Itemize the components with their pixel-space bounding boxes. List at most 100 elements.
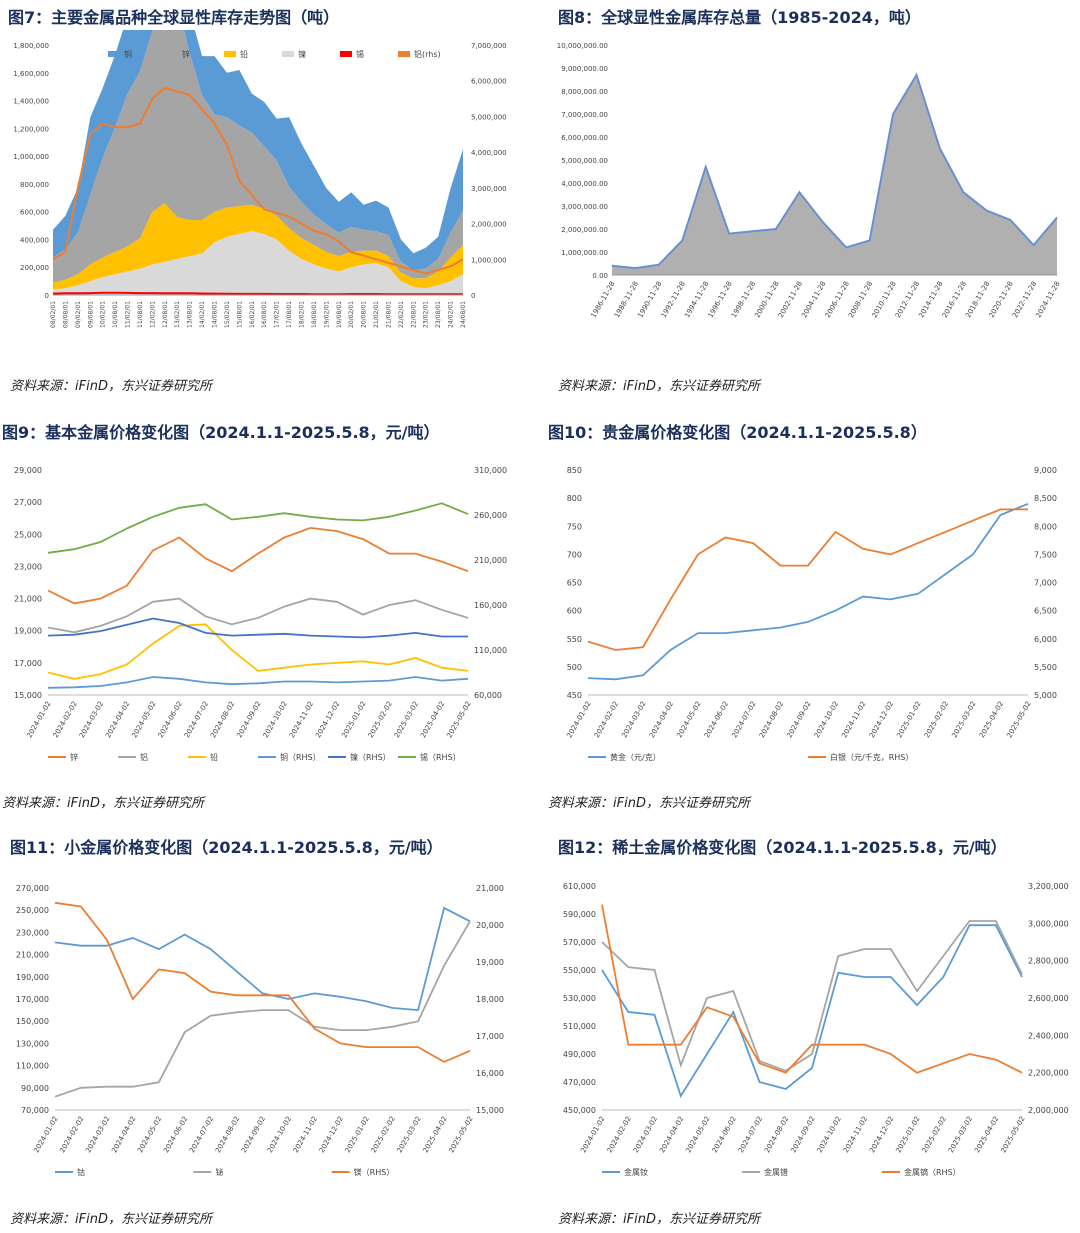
- x-tick-label: 2024-11-02: [842, 1115, 869, 1154]
- legend-label: 金属钕: [624, 1167, 648, 1177]
- x-tick-label: 2024-01-02: [579, 1115, 606, 1154]
- y-tick-label: 200,000: [20, 264, 49, 272]
- legend-label: 镍: [298, 49, 306, 59]
- chart-title-10: 图10：贵金属价格变化图（2024.1.1-2025.5.8）: [548, 423, 927, 442]
- x-tick-label: 12/02/01: [149, 301, 156, 328]
- x-tick-label: 2024-08-02: [763, 1115, 790, 1154]
- legend-label: 金属镨: [764, 1167, 788, 1177]
- y-tick-label: 70,000: [21, 1106, 49, 1115]
- legend-label: 镍（RHS）: [350, 752, 391, 762]
- x-tick-label: 2018-11-28: [964, 280, 991, 319]
- series-line: [601, 920, 1023, 1072]
- legend-label: 钴: [77, 1167, 85, 1177]
- area-锌: [53, 30, 463, 283]
- y2-tick-label: 1,000,000: [471, 256, 507, 264]
- series-line: [47, 623, 469, 680]
- y-tick-label: 25,000: [14, 530, 42, 539]
- x-tick-label: 1992-11-28: [660, 280, 687, 319]
- y2-tick-label: 210,000: [474, 556, 507, 565]
- y2-tick-label: 7,500: [1034, 550, 1057, 559]
- y2-tick-label: 21,000: [476, 884, 504, 893]
- x-tick-label: 16/02/01: [249, 301, 256, 328]
- x-tick-label: 2025-04-02: [422, 1115, 449, 1154]
- x-tick-label: 2024-08-02: [758, 700, 785, 739]
- y2-tick-label: 9,000: [1034, 466, 1057, 475]
- x-tick-label: 17/08/01: [286, 301, 293, 328]
- legend-label: 铅: [240, 49, 248, 59]
- y2-tick-label: 5,000,000: [471, 113, 507, 121]
- y2-tick-label: 2,600,000: [1028, 994, 1069, 1003]
- y-tick-label: 450,000: [563, 1106, 596, 1115]
- x-tick-label: 2024-04-02: [110, 1115, 137, 1154]
- x-tick-label: 2024-11-02: [292, 1115, 319, 1154]
- x-tick-label: 2002-11-28: [777, 280, 804, 319]
- series-line: [54, 920, 471, 1098]
- base-metal-price-chart: 15,000 17,000 19,000 21,000 23,000 25,000 27,0…: [14, 466, 507, 762]
- source-note-9: 资料来源：iFinD，东兴证券研究所: [2, 796, 204, 811]
- y-tick-label: 3,000,000.00: [561, 203, 608, 211]
- x-tick-label: 11/08/01: [137, 301, 144, 328]
- legend-label: 白银（元/千克，RHS）: [830, 752, 913, 762]
- y-tick-label: 1,200,000: [13, 125, 49, 133]
- y-tick-label: 850: [567, 466, 582, 475]
- x-tick-label: 2024-07-02: [730, 700, 757, 739]
- legend-label: 锌: [70, 752, 78, 762]
- x-tick-label: 20/02/01: [348, 301, 355, 328]
- x-tick-label: 2024-04-02: [648, 700, 675, 739]
- x-tick-label: 2022-11-28: [1011, 280, 1038, 319]
- legend-label: 镁（RHS）: [354, 1167, 395, 1177]
- y-tick-label: 5,000,000.00: [561, 157, 608, 165]
- x-tick-label: 23/02/01: [423, 301, 430, 328]
- x-tick-label: 2024-12-02: [314, 700, 341, 739]
- y-tick-label: 27,000: [14, 498, 42, 507]
- x-tick-label: 2025-01-02: [894, 1115, 921, 1154]
- source-note-10: 资料来源：iFinD，东兴证券研究所: [548, 796, 750, 811]
- x-tick-label: 2024-04-02: [658, 1115, 685, 1154]
- x-tick-label: 2014-11-28: [917, 280, 944, 319]
- x-tick-label: 23/08/01: [435, 301, 442, 328]
- y-tick-label: 750: [567, 522, 582, 531]
- x-tick-label: 2025-04-02: [973, 1115, 1000, 1154]
- y2-tick-label: 2,800,000: [1028, 957, 1069, 966]
- x-tick-label: 18/02/01: [298, 301, 305, 328]
- chart-title-7: 图7：主要金属品种全球显性库存走势图（吨）: [8, 8, 340, 27]
- x-tick-label: 2024-09-02: [785, 700, 812, 739]
- legend-swatch: [108, 51, 120, 57]
- x-tick-label: 2000-11-28: [753, 280, 780, 319]
- y2-tick-label: 110,000: [474, 646, 507, 655]
- legend-label: 铝(rhs): [414, 49, 441, 59]
- series-line: [601, 904, 1023, 1074]
- x-tick-label: 2025-02-02: [370, 1115, 397, 1154]
- y-tick-label: 210,000: [16, 951, 49, 960]
- y-tick-label: 4,000,000.00: [561, 180, 608, 188]
- y2-tick-label: 2,000,000: [471, 221, 507, 229]
- y-tick-label: 530,000: [563, 994, 596, 1003]
- series-line: [47, 597, 469, 634]
- y2-tick-label: 17,000: [476, 1032, 504, 1041]
- x-tick-label: 17/02/01: [274, 301, 281, 328]
- y-tick-label: 0.00: [592, 272, 608, 280]
- y2-tick-label: 3,000,000: [471, 185, 507, 193]
- y2-tick-label: 5,500: [1034, 663, 1057, 672]
- y2-tick-label: 6,000,000: [471, 78, 507, 86]
- source-note-12: 资料来源：iFinD，东兴证券研究所: [558, 1212, 760, 1227]
- x-tick-label: 2010-11-28: [871, 280, 898, 319]
- x-tick-label: 2024-01-02: [565, 700, 592, 739]
- y-tick-label: 500: [567, 663, 582, 672]
- x-tick-label: 10/08/01: [112, 301, 119, 328]
- x-tick-label: 2024-05-02: [684, 1115, 711, 1154]
- y2-tick-label: 6,500: [1034, 607, 1057, 616]
- y-tick-label: 0: [45, 292, 49, 300]
- legend-swatch: [398, 51, 410, 57]
- x-tick-label: 1996-11-28: [707, 280, 734, 319]
- y-tick-label: 450: [567, 691, 582, 700]
- y-tick-label: 550,000: [563, 966, 596, 975]
- y2-tick-label: 4,000,000: [471, 149, 507, 157]
- x-tick-label: 2024-03-02: [78, 700, 105, 739]
- x-tick-label: 14/02/01: [199, 301, 206, 328]
- y-tick-label: 110,000: [16, 1062, 49, 1071]
- y2-tick-label: 8,000: [1034, 522, 1057, 531]
- y2-tick-label: 310,000: [474, 466, 507, 475]
- y2-tick-label: 0: [471, 292, 475, 300]
- x-tick-label: 2024-10-02: [816, 1115, 843, 1154]
